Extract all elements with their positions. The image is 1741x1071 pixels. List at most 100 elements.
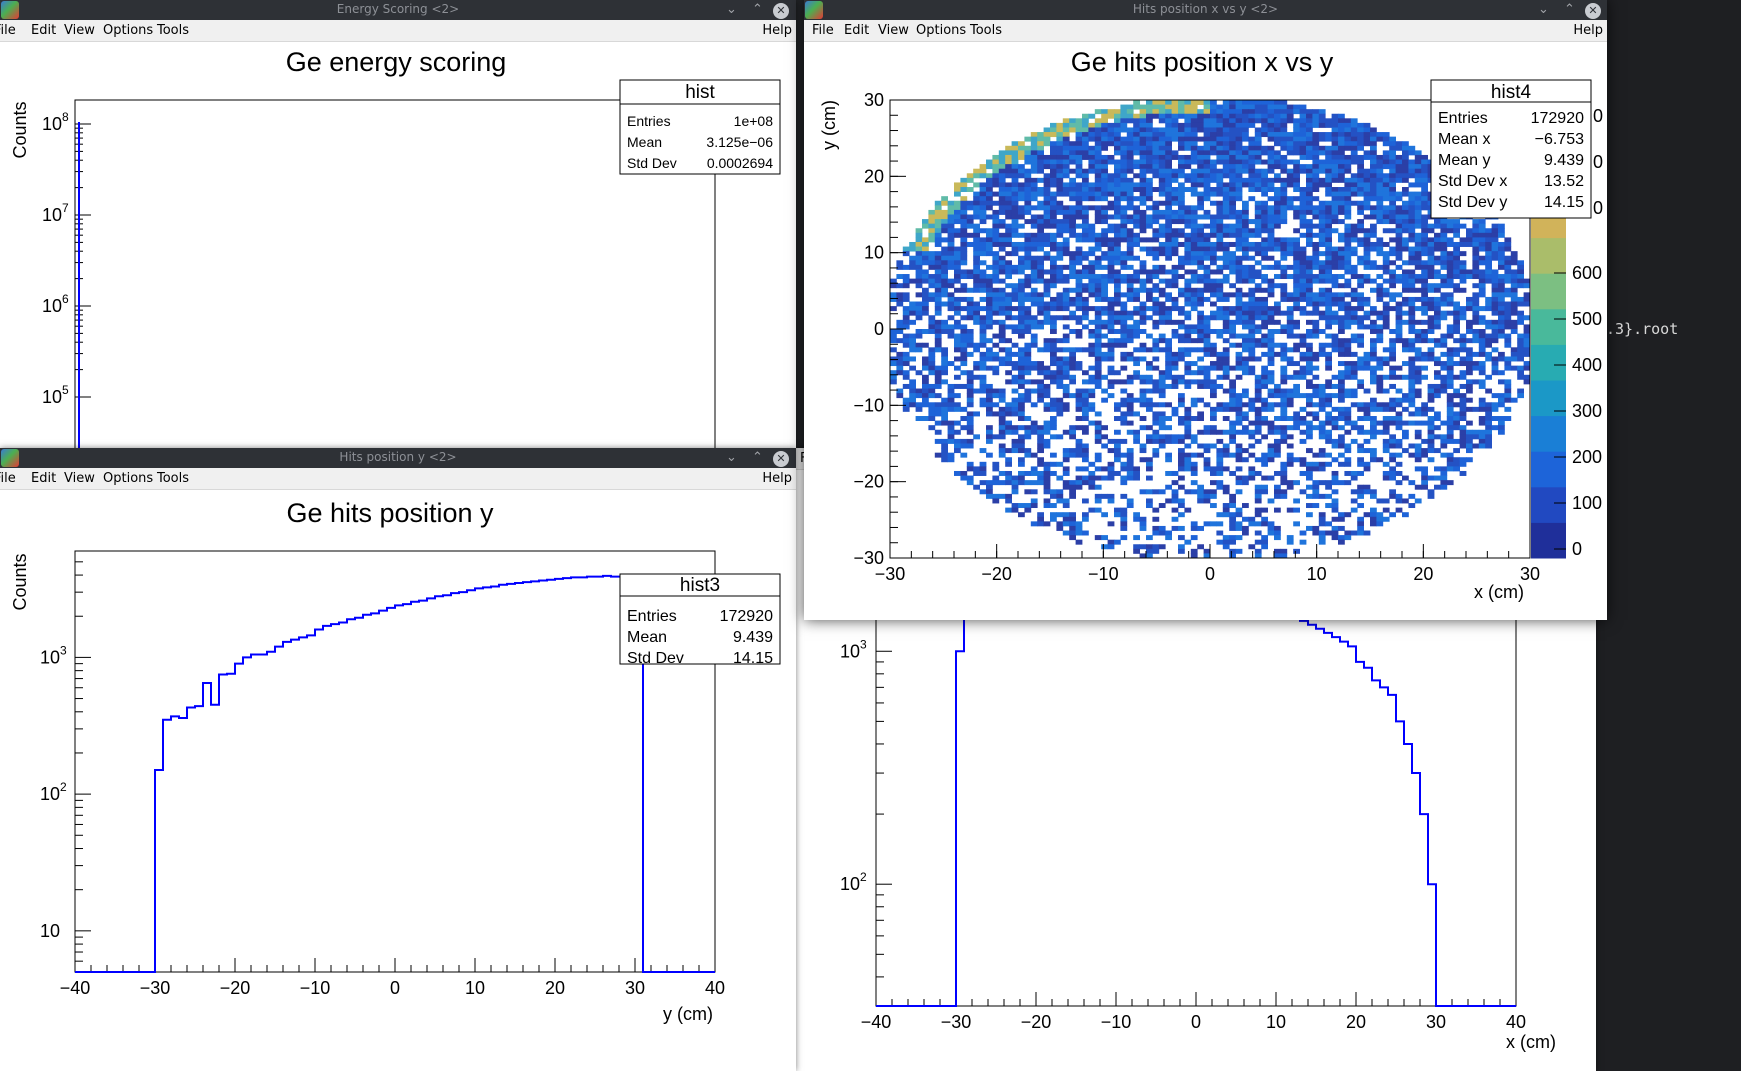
xy-heatmap-cell (1024, 283, 1032, 289)
xy-heatmap-cell (1133, 370, 1140, 376)
xy-heatmap-cell (1139, 246, 1147, 252)
xy-heatmap-cell (1210, 425, 1217, 431)
maximize-icon[interactable]: ⌃ (752, 2, 763, 17)
maximize-icon[interactable]: ⌃ (1564, 2, 1575, 17)
xy-heatmap-cell (1184, 338, 1192, 344)
xy-heatmap-cell (1376, 246, 1384, 252)
xy-heatmap-cell (1472, 274, 1480, 280)
xy-heatmap-cell (1459, 269, 1467, 275)
xy-heatmap-cell (1338, 177, 1345, 183)
xy-heatmap-cell (1357, 448, 1364, 454)
menu-edit[interactable]: Edit (31, 471, 57, 486)
menu-file[interactable]: File (812, 23, 834, 38)
xy-heatmap-cell (1459, 241, 1467, 247)
xy-heatmap-cell (1453, 448, 1460, 454)
xy-heatmap-cell (1523, 278, 1531, 284)
xy-heatmap-cell (960, 370, 968, 376)
menu-help[interactable]: Help (762, 23, 792, 38)
xy-heatmap-cell (1050, 173, 1057, 179)
xy-heatmap-cell (1344, 177, 1352, 183)
window-hits-position-xy[interactable]: Hits position x vs y <2> ⌄ ⌃ ✕ File Edit… (804, 0, 1607, 620)
xy-heatmap-cell (1363, 416, 1371, 421)
titlebar[interactable]: Energy Scoring <2> ⌄ ⌃ ✕ (0, 0, 796, 20)
xy-heatmap-cell (1222, 374, 1230, 380)
titlebar[interactable]: Hits position y <2> ⌄ ⌃ ✕ (0, 448, 796, 468)
xy-heatmap-cell (947, 214, 955, 220)
xy-heatmap-cell (1216, 306, 1224, 312)
xy-heatmap-cell (1126, 251, 1134, 257)
xy-heatmap-cell (1472, 241, 1480, 247)
xy-heatmap-cell (1120, 274, 1128, 280)
xy-heatmap-cell (1498, 393, 1505, 399)
menu-tools[interactable]: Tools (157, 23, 190, 38)
xy-heatmap-cell (1274, 241, 1281, 247)
menu-edit[interactable]: Edit (31, 23, 57, 38)
xy-heatmap-cell (1331, 187, 1339, 192)
xy-heatmap-cell (1050, 342, 1057, 348)
menu-file[interactable]: File (0, 23, 16, 38)
xy-heatmap-cell (1229, 329, 1236, 334)
xy-heatmap-cell (986, 173, 993, 179)
titlebar[interactable]: Hits position x vs y <2> ⌄ ⌃ ✕ (804, 0, 1607, 20)
xy-heatmap-cell (934, 333, 942, 339)
xy-heatmap-cell (1229, 255, 1236, 261)
xy-heatmap-cell (1101, 319, 1108, 325)
close-icon[interactable]: ✕ (773, 3, 789, 19)
minimize-icon[interactable]: ⌄ (726, 450, 737, 465)
menu-options[interactable]: Options (916, 23, 967, 38)
maximize-icon[interactable]: ⌃ (752, 450, 763, 465)
menu-tools[interactable]: Tools (157, 471, 190, 486)
minimize-icon[interactable]: ⌄ (726, 2, 737, 17)
xy-heatmap-cell (1370, 374, 1377, 380)
xy-heatmap-cell (1171, 251, 1179, 257)
menu-file[interactable]: File (0, 471, 16, 486)
minimize-icon[interactable]: ⌄ (1538, 2, 1549, 17)
xy-heatmap-cell (1478, 429, 1486, 435)
xy-heatmap-cell (1382, 251, 1390, 257)
xy-heatmap-cell (1350, 420, 1358, 426)
xy-heatmap-cell (1427, 269, 1435, 275)
menu-help[interactable]: Help (762, 471, 792, 486)
xy-heatmap-cell (1235, 306, 1243, 312)
menu-view[interactable]: View (64, 471, 95, 486)
xy-heatmap-cell (947, 232, 955, 238)
window-energy-scoring[interactable]: Energy Scoring <2> ⌄ ⌃ ✕ File Edit View … (0, 0, 796, 448)
xy-heatmap-cell (973, 214, 980, 220)
xy-heatmap-cell (986, 438, 993, 444)
close-icon[interactable]: ✕ (1585, 3, 1601, 19)
window-hits-position-y[interactable]: Hits position y <2> ⌄ ⌃ ✕ File Edit View… (0, 448, 796, 1071)
xy-heatmap-cell (915, 393, 923, 399)
close-icon[interactable]: ✕ (773, 451, 789, 467)
xy-heatmap-cell (1235, 246, 1243, 252)
xy-heatmap-cell (1421, 214, 1428, 220)
xy-heatmap-cell (1075, 205, 1083, 211)
xy-heatmap-cell (1280, 283, 1288, 289)
menu-tools[interactable]: Tools (970, 23, 1003, 38)
xy-heatmap-cell (1171, 329, 1179, 334)
xy-heatmap-cell (954, 347, 961, 353)
menu-view[interactable]: View (64, 23, 95, 38)
xy-heatmap-cell (1254, 118, 1262, 124)
menu-view[interactable]: View (878, 23, 909, 38)
xy-heatmap-cell (1427, 246, 1435, 252)
xy-heatmap-cell (1350, 177, 1358, 183)
xy-heatmap-cell (1421, 452, 1428, 458)
menu-options[interactable]: Options (103, 23, 154, 38)
menu-help[interactable]: Help (1573, 23, 1603, 38)
xy-heatmap-cell (1318, 209, 1326, 215)
menu-edit[interactable]: Edit (844, 23, 870, 38)
energy-stats-value: 0.0002694 (707, 155, 773, 171)
xy-heatmap-cell (1184, 136, 1192, 142)
xy-heatmap-cell (1043, 425, 1051, 431)
xy-heatmap-cell (1171, 232, 1179, 238)
xy-heatmap-cell (1478, 278, 1486, 284)
menu-options[interactable]: Options (103, 471, 154, 486)
xy-heatmap-cell (1248, 351, 1256, 357)
xy-heatmap-cell (1171, 278, 1179, 284)
xy-heatmap-cell (1069, 145, 1076, 151)
xy-heatmap-cell (1178, 241, 1185, 247)
xy-heatmap-cell (973, 274, 980, 280)
terminal-window[interactable] (1596, 0, 1741, 1071)
xy-heatmap-cell (1254, 411, 1262, 417)
xy-heatmap-cell (1382, 292, 1390, 298)
